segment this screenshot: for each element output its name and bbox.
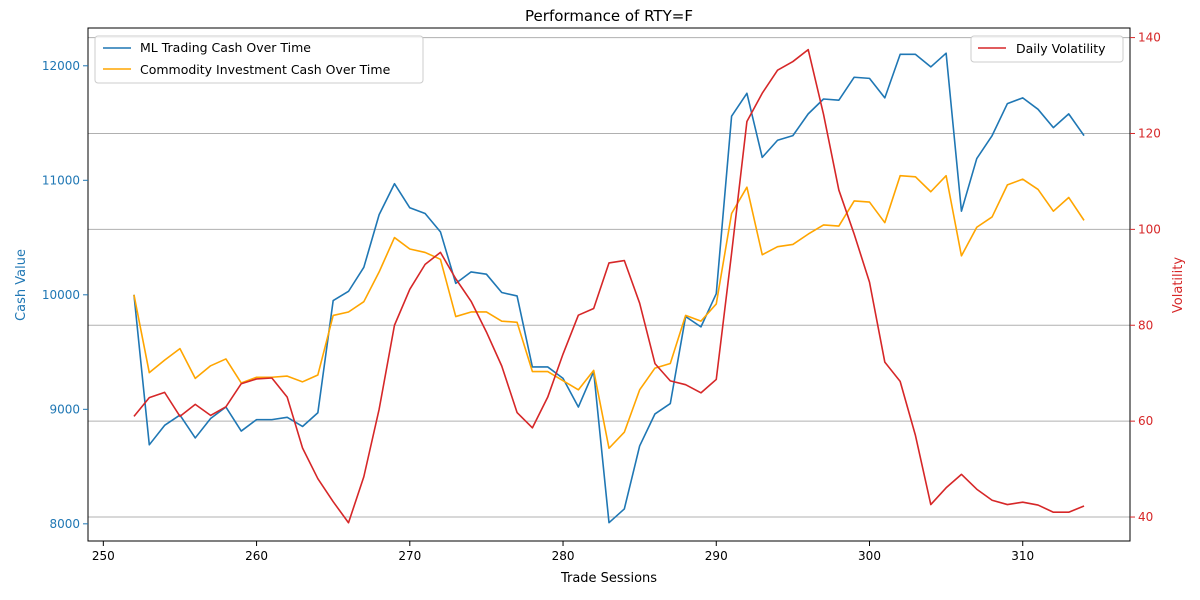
y-right-tick-label: 80 (1138, 318, 1153, 332)
x-tick-label: 290 (705, 549, 728, 563)
y-right-tick-label: 120 (1138, 126, 1161, 140)
series-ml-trading-line (133, 52, 1085, 524)
legend-volatility-label: Daily Volatility (1016, 41, 1106, 56)
series-commodity-line (133, 174, 1085, 450)
y-left-tick-label: 8000 (49, 517, 80, 531)
y-left-tick-label: 9000 (49, 402, 80, 416)
y-left-tick-label: 12000 (42, 59, 80, 73)
x-tick-label: 270 (398, 549, 421, 563)
legend-commodity-label: Commodity Investment Cash Over Time (140, 62, 391, 77)
y-axis-left-label: Cash Value (14, 249, 29, 321)
legend-right: Daily Volatility (970, 35, 1124, 63)
x-tick-label: 310 (1011, 549, 1034, 563)
x-tick-label: 250 (92, 549, 115, 563)
y-right-tick-label: 40 (1138, 510, 1153, 524)
series-volatility-line (133, 48, 1085, 524)
x-axis-label: Trade Sessions (560, 571, 657, 586)
series-lines (133, 48, 1085, 524)
plot-frame (87, 27, 1131, 542)
legend-ml-label: ML Trading Cash Over Time (140, 40, 311, 55)
legend-left: ML Trading Cash Over Time Commodity Inve… (94, 35, 424, 84)
x-tick-label: 260 (245, 549, 268, 563)
y-axis-right-label: Volatility (1171, 257, 1186, 313)
chart-title: Performance of RTY=F (525, 7, 693, 25)
axes: 250 260 270 280 290 300 310 8000 9000 10000 11000 1… (42, 31, 1161, 563)
legend-left-box (94, 35, 424, 84)
plot-background (88, 28, 1130, 541)
y-right-tick-label: 140 (1138, 31, 1161, 45)
x-tick-label: 300 (858, 549, 881, 563)
y-left-tick-label: 11000 (42, 173, 80, 187)
y-right-tick-label: 60 (1138, 414, 1153, 428)
legend-right-box (970, 35, 1124, 63)
y-right-tick-label: 100 (1138, 222, 1161, 236)
x-tick-label: 280 (552, 549, 575, 563)
y-left-tick-label: 10000 (42, 288, 80, 302)
